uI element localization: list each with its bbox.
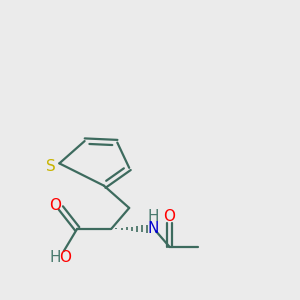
Text: O: O: [50, 198, 61, 213]
Text: H: H: [49, 250, 61, 265]
Text: O: O: [59, 250, 71, 265]
Text: H: H: [148, 209, 159, 224]
Text: S: S: [46, 159, 55, 174]
Text: N: N: [148, 221, 159, 236]
Text: O: O: [163, 209, 175, 224]
